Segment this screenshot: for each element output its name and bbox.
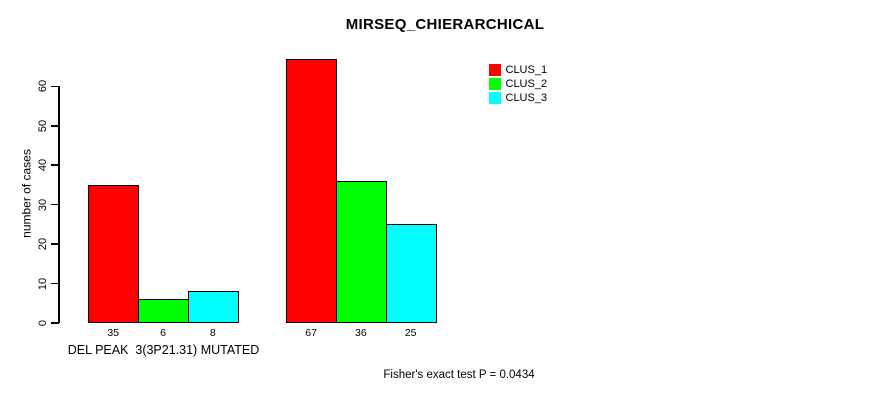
y-tick-mark	[51, 243, 59, 245]
bar-clus_2-group2	[336, 181, 387, 323]
y-tick-mark	[51, 125, 59, 127]
y-tick-mark	[51, 282, 59, 285]
bar-value-label: 36	[355, 327, 367, 339]
bar-clus_1-group1	[88, 184, 140, 323]
bar-clus_2-group1	[138, 299, 189, 323]
bar-value-label: 25	[404, 327, 417, 339]
y-tick-label: 40	[37, 159, 49, 172]
y-axis-line	[58, 86, 60, 323]
bar-clus_3-group2	[385, 224, 437, 323]
y-tick-mark	[51, 85, 59, 88]
bar-clus_3-group1	[187, 291, 239, 323]
bar-value-label: 8	[209, 327, 216, 339]
y-tick-label: 50	[37, 119, 49, 132]
legend-label: CLUS_1	[505, 64, 548, 76]
legend-swatch-clus_1	[489, 64, 501, 76]
fisher-test-annotation: Fisher's exact test P = 0.0434	[383, 369, 535, 381]
bar-value-label: 6	[160, 327, 166, 339]
y-tick-label: 0	[37, 319, 49, 327]
legend-label: CLUS_2	[505, 78, 548, 90]
x-category-label: DEL PEAK 3(3P21.31) MUTATED	[67, 343, 260, 357]
y-tick-mark	[51, 164, 59, 166]
bar-value-label: 35	[107, 327, 120, 339]
bar-value-label: 67	[305, 327, 317, 339]
legend: CLUS_1 CLUS_2 CLUS_3	[489, 63, 547, 105]
legend-swatch-clus_2	[489, 78, 501, 90]
legend-item: CLUS_1	[489, 63, 547, 77]
y-tick-label: 30	[37, 198, 49, 211]
y-tick-label: 10	[37, 277, 49, 290]
legend-item: CLUS_3	[489, 91, 547, 105]
chart-title: MIRSEQ_CHIERARCHICAL	[345, 16, 545, 33]
legend-item: CLUS_2	[489, 77, 547, 91]
y-tick-label: 60	[37, 80, 49, 93]
y-tick-label: 20	[37, 237, 49, 251]
y-tick-mark	[51, 203, 59, 206]
y-axis-label: number of cases	[19, 149, 34, 238]
legend-label: CLUS_3	[505, 92, 548, 104]
legend-swatch-clus_3	[489, 92, 501, 104]
y-tick-mark	[51, 322, 59, 324]
bar-clus_1-group2	[286, 58, 337, 323]
